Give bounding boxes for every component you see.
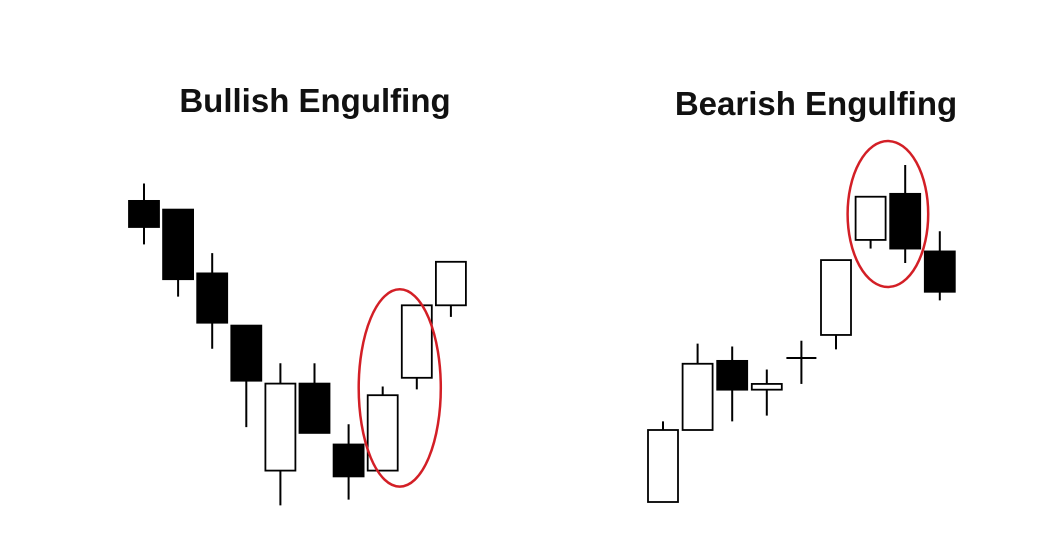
candle [128, 183, 160, 245]
candle [681, 343, 714, 431]
bearish-candle-body [230, 324, 263, 382]
chart-title-bearish: Bearish Engulfing [675, 85, 957, 122]
candle [786, 340, 817, 384]
candle [230, 324, 263, 428]
bearish-candle-body [889, 192, 922, 250]
bearish-candle-body [332, 443, 365, 478]
bearish-engulfing-chart [647, 139, 956, 503]
candle [923, 231, 956, 301]
bullish-candle-body [400, 304, 433, 379]
bullish-candle-body [854, 195, 887, 241]
bearish-candle-body [196, 272, 229, 324]
candle [264, 363, 297, 506]
candle [434, 260, 467, 317]
candle [298, 363, 331, 434]
bearish-candle-body [923, 250, 956, 293]
bullish-candle-body [366, 394, 399, 472]
candle [162, 208, 195, 297]
bullish-candle-body [434, 260, 467, 307]
candle [750, 369, 783, 416]
bearish-candle-body [298, 382, 331, 434]
chart-title-bullish: Bullish Engulfing [179, 82, 450, 119]
bullish-candle-body [750, 383, 783, 391]
candle [716, 346, 749, 422]
bullish-candle-body [681, 362, 714, 431]
candle [889, 165, 922, 263]
candle [400, 304, 433, 390]
candle [332, 424, 365, 500]
pattern-highlight-ellipse [846, 139, 930, 289]
candle [366, 386, 399, 472]
candle [820, 259, 852, 350]
bearish-candle-body [716, 359, 749, 391]
bullish-engulfing-chart [128, 183, 467, 506]
candle [196, 253, 229, 349]
bullish-candle-body [647, 429, 679, 503]
candle [647, 421, 679, 503]
bearish-candle-body [162, 208, 195, 281]
bullish-candle-body [264, 382, 297, 472]
bullish-candle-body [820, 259, 852, 336]
pattern-highlight-ellipse [357, 288, 443, 488]
bearish-candle-body [128, 199, 160, 228]
candle [854, 195, 887, 249]
